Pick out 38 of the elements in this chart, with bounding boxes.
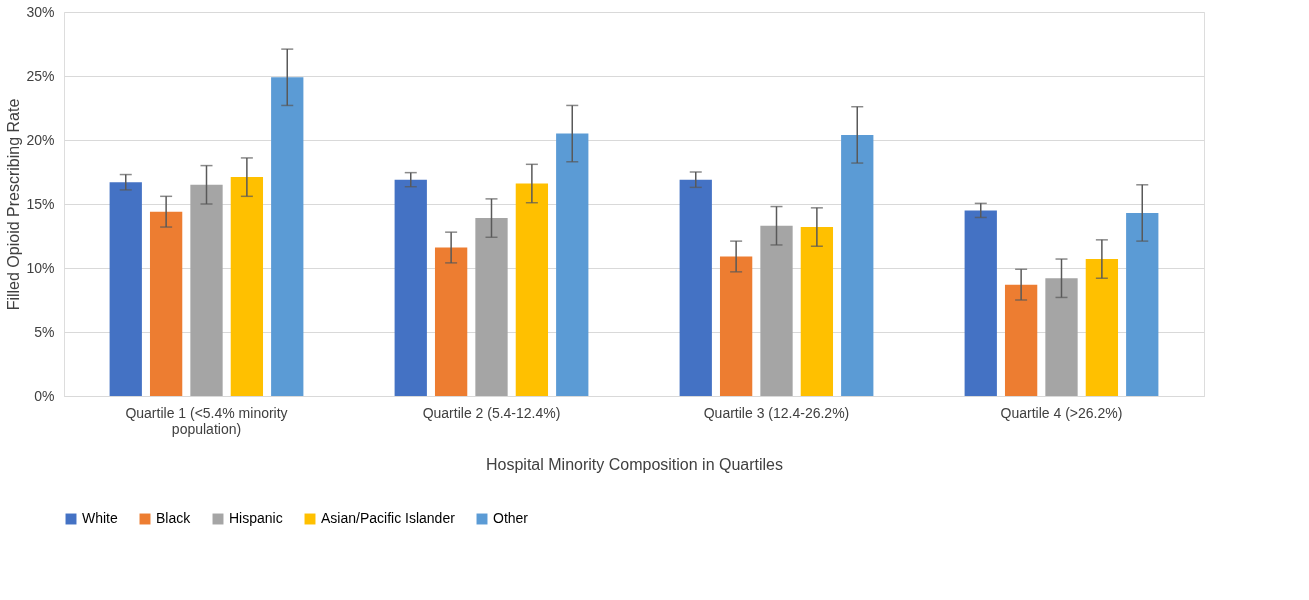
bar [190, 184, 223, 396]
y-axis-title: Filled Opioid Prescribing Rate [5, 98, 23, 311]
bar [1126, 212, 1159, 396]
x-tick-label: Quartile 4 (>26.2%) [1000, 404, 1123, 421]
bar [149, 211, 183, 396]
y-tick-label: 25% [26, 67, 55, 84]
legend-label: White [82, 510, 118, 526]
bar [841, 134, 874, 396]
bar [271, 77, 304, 396]
y-tick-label: 30% [26, 3, 55, 20]
bar [760, 225, 793, 396]
bar [109, 182, 142, 396]
x-tick-label: Quartile 1 (<5.4% minority population) [125, 404, 288, 437]
y-tick-label: 0% [34, 387, 55, 404]
bar [719, 256, 753, 396]
y-tick-label: 10% [26, 259, 55, 276]
x-axis-title: Hospital Minority Composition in Quartiles [486, 455, 783, 473]
bar [1004, 284, 1038, 396]
bar [230, 177, 264, 396]
x-tick-label: Quartile 2 (5.4-12.4%) [422, 404, 561, 421]
bar [434, 247, 468, 396]
legend-label: Hispanic [229, 510, 283, 526]
legend-label: Asian/Pacific Islander [321, 510, 456, 526]
y-tick-label: 20% [26, 131, 55, 148]
x-tick-label: Quartile 3 (12.4-26.2%) [703, 404, 850, 421]
y-tick-label: 15% [26, 195, 55, 212]
y-tick-label: 5% [34, 323, 55, 340]
bar [1085, 259, 1119, 396]
bar [515, 183, 549, 396]
bar [394, 179, 427, 396]
legend-label: Black [156, 510, 192, 526]
bar [475, 218, 508, 396]
legend-label: Other [493, 510, 529, 526]
bar [1045, 278, 1078, 396]
bar [679, 179, 712, 396]
bar [800, 227, 834, 396]
bar [556, 133, 589, 396]
bar [964, 210, 997, 396]
